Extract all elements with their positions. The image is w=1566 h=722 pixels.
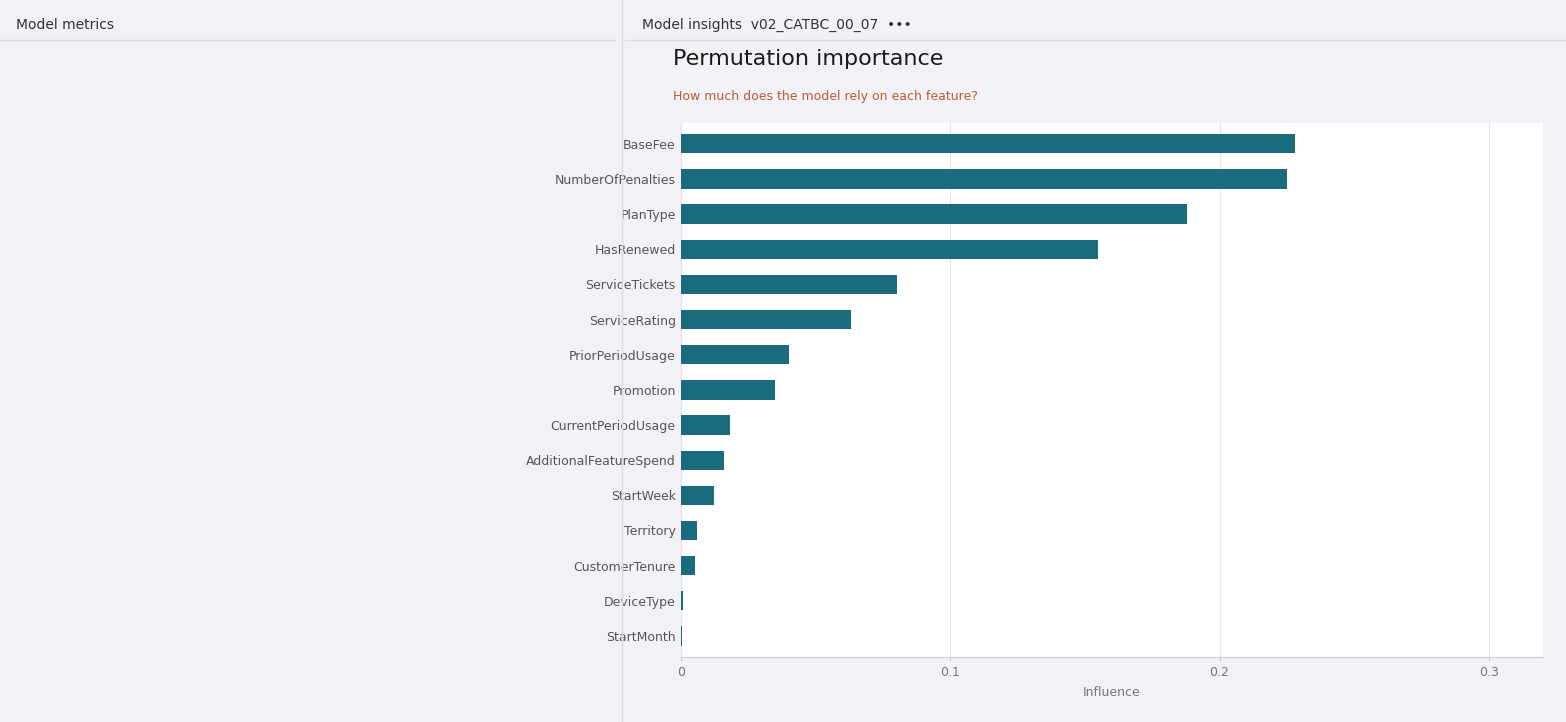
Bar: [681, 556, 695, 575]
Text: Permutation importance: Permutation importance: [673, 48, 944, 69]
Bar: [681, 204, 1187, 224]
Text: How much does the model rely on each feature?: How much does the model rely on each fea…: [673, 90, 979, 103]
Bar: [681, 275, 897, 294]
Bar: [681, 415, 730, 435]
Bar: [681, 521, 697, 540]
Bar: [681, 486, 714, 505]
Bar: [681, 451, 725, 470]
Bar: [681, 240, 1098, 259]
Text: Model insights  v02_CATBC_00_07  •••: Model insights v02_CATBC_00_07 •••: [642, 18, 911, 32]
Bar: [681, 170, 1287, 188]
Bar: [681, 345, 789, 365]
Bar: [681, 380, 775, 399]
Bar: [681, 134, 1295, 154]
X-axis label: Influence: Influence: [1084, 686, 1140, 699]
Text: Model metrics: Model metrics: [16, 18, 114, 32]
Bar: [681, 310, 850, 329]
